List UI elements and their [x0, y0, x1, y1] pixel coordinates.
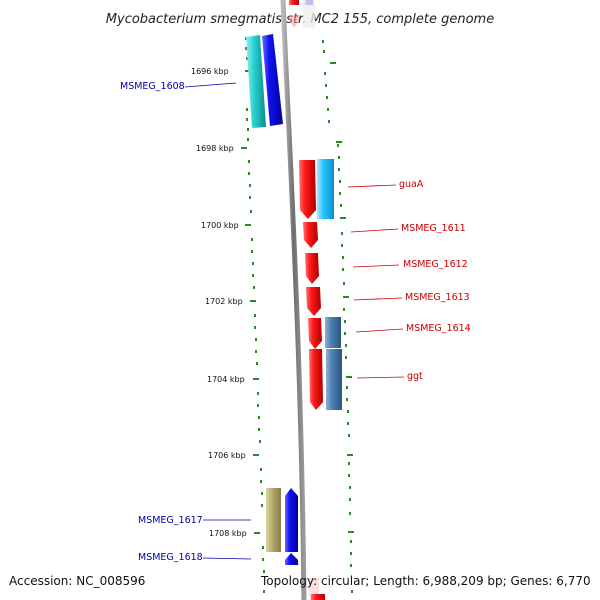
- tick-1708: 1708 kbp: [209, 529, 260, 538]
- tick-label: 1702 kbp: [205, 297, 243, 306]
- feature-top-partial-pink: [289, 15, 299, 28]
- gene-label-guaa[interactable]: guaA: [399, 179, 424, 190]
- tick-1702: 1702 kbp: [205, 297, 256, 306]
- feature-bottom-partial-pink: [309, 578, 319, 600]
- gene-label-1612[interactable]: MSMEG_1612: [403, 259, 468, 270]
- accession-text: Accession: NC_008596: [9, 574, 146, 588]
- gene-msmeg-1617[interactable]: MSMEG_1617: [138, 488, 298, 552]
- tick-1698: 1698 kbp: [196, 144, 247, 153]
- gene-msmeg-1611[interactable]: MSMEG_1611: [303, 222, 466, 248]
- feature-steel-ggt: [326, 349, 342, 410]
- tick-label: 1708 kbp: [209, 529, 247, 538]
- gene-label-1613[interactable]: MSMEG_1613: [405, 292, 470, 303]
- gene-arrow-1608: [262, 34, 283, 126]
- left-outer-track: [245, 37, 265, 593]
- label-line-1613: [353, 297, 403, 301]
- feature-cyan-1608: [246, 35, 266, 128]
- gene-msmeg-1614[interactable]: MSMEG_1614: [308, 317, 471, 349]
- tick-1696: 1696 kbp: [191, 67, 251, 76]
- gene-ggt[interactable]: ggt: [309, 349, 423, 410]
- gene-arrow-guaa: [299, 160, 316, 219]
- gene-label-1614[interactable]: MSMEG_1614: [406, 323, 471, 334]
- right-outer-track: [322, 40, 353, 593]
- label-line-guaa: [347, 184, 397, 188]
- feature-top-partial-red: [289, 0, 299, 5]
- feature-bottom-partial-red: [311, 594, 325, 600]
- gene-msmeg-1612[interactable]: MSMEG_1612: [305, 253, 468, 284]
- gene-label-1617[interactable]: MSMEG_1617: [138, 515, 203, 526]
- genome-backbone: [280, 0, 307, 600]
- gene-msmeg-1613[interactable]: MSMEG_1613: [306, 287, 470, 316]
- tick-1704: 1704 kbp: [207, 375, 259, 384]
- gene-msmeg-1618[interactable]: MSMEG_1618: [138, 552, 298, 565]
- gene-label-ggt[interactable]: ggt: [407, 371, 423, 382]
- tick-1700: 1700 kbp: [201, 221, 251, 230]
- label-line-ggt: [356, 376, 405, 379]
- gene-arrow-1618: [285, 553, 298, 565]
- label-line-1608: [184, 82, 237, 88]
- feature-sky-guaa: [317, 159, 334, 219]
- gene-arrow-1614: [308, 318, 322, 349]
- label-line-1612: [352, 264, 400, 268]
- tick-label: 1704 kbp: [207, 375, 245, 384]
- map-title: Mycobacterium smegmatis str. MC2 155, co…: [106, 12, 494, 27]
- tick-1706: 1706 kbp: [208, 451, 259, 460]
- tick-label: 1696 kbp: [191, 67, 229, 76]
- topology-text: Topology: circular; Length: 6,988,209 bp…: [261, 574, 591, 588]
- gene-arrow-1617: [285, 488, 298, 552]
- feature-steel-1614: [325, 317, 341, 348]
- gene-label-1611[interactable]: MSMEG_1611: [401, 223, 466, 234]
- feature-top-partial-gray: [303, 0, 315, 28]
- right-track-dashes: [330, 62, 354, 533]
- feature-khaki-1617: [266, 488, 281, 552]
- label-line-1614: [355, 328, 404, 333]
- gene-arrow-1611: [303, 222, 318, 248]
- gene-arrow-ggt: [309, 349, 323, 410]
- label-line-1618: [202, 557, 252, 560]
- gene-msmeg-1608[interactable]: MSMEG_1608: [120, 34, 283, 128]
- tick-label: 1698 kbp: [196, 144, 234, 153]
- gene-guaa[interactable]: guaA: [299, 159, 424, 219]
- gene-arrow-1613: [306, 287, 321, 316]
- label-line-1611: [350, 228, 399, 233]
- gene-arrow-1612: [305, 253, 319, 284]
- gene-label-1618[interactable]: MSMEG_1618: [138, 552, 203, 563]
- gene-label-1608[interactable]: MSMEG_1608: [120, 81, 185, 92]
- tick-label: 1706 kbp: [208, 451, 246, 460]
- tick-label: 1700 kbp: [201, 221, 239, 230]
